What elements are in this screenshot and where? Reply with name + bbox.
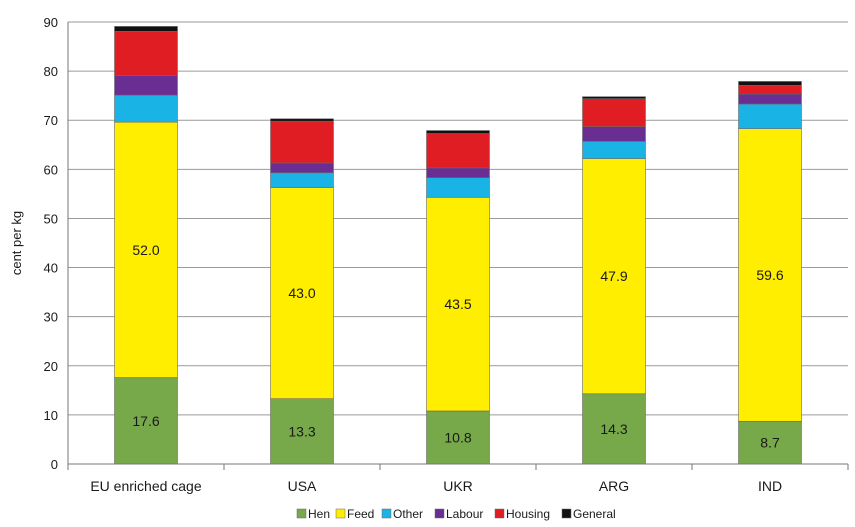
bar-segment-housing [114,31,178,76]
y-tick-label: 0 [51,457,58,472]
bar-segment-housing [426,133,490,169]
legend-swatch-housing [494,508,505,519]
legend-swatch-hen [296,508,307,519]
data-label: 52.0 [132,242,159,258]
data-label: 8.7 [760,435,780,451]
y-tick-label: 50 [44,211,58,226]
bar-segment-feed [270,187,334,399]
legend-label: Labour [446,507,483,521]
legend-swatch-labour [434,508,445,519]
x-category-label: EU enriched cage [90,478,202,494]
bar-stacks [114,26,802,465]
bar-segment-other [582,141,646,159]
bar-segment-labour [738,93,802,105]
data-labels: 17.6 52.0 13.3 43.0 10.8 43.5 14.3 47.9 8.7 59.6 [132,242,783,451]
y-tick-label: 20 [44,359,58,374]
bar-segment-general [738,81,802,86]
legend-label: Housing [506,507,550,521]
legend-label: Feed [347,507,374,521]
data-label: 43.5 [444,296,471,312]
legend: Hen Feed Other Labour Housing General [296,507,616,521]
data-label: 13.3 [288,423,315,439]
y-tick-label: 90 [44,15,58,30]
data-label: 14.3 [600,421,627,437]
bar-segment-labour [426,167,490,178]
legend-label: General [573,507,616,521]
y-tick-label: 80 [44,64,58,79]
legend-swatch-other [381,508,392,519]
bar-segment-feed [114,121,178,378]
y-tick-label: 10 [44,408,58,423]
legend-swatch-general [561,508,572,519]
data-label: 10.8 [444,429,471,445]
bar-segment-feed [582,158,646,395]
bar-segment-hen [114,377,178,465]
data-label: 47.9 [600,268,627,284]
bar-segment-other [270,172,334,188]
axes [67,22,849,470]
bar-segment-general [270,118,334,122]
bar-segment-labour [114,75,178,96]
bar-segment-feed [426,197,490,412]
bar-segment-general [426,130,490,134]
bar-segment-hen [738,420,802,465]
y-axis-label: cent per kg [9,211,24,275]
bar-segment-housing [582,98,646,127]
x-category-label: IND [758,478,782,494]
y-tick-label: 30 [44,310,58,325]
x-category-label: USA [288,478,317,494]
bar-segment-housing [738,85,802,95]
data-label: 17.6 [132,413,159,429]
x-category-label: ARG [599,478,629,494]
bar-segment-other [738,103,802,129]
y-tick-label: 60 [44,162,58,177]
x-category-label: UKR [443,478,473,494]
bar-segment-housing [270,120,334,164]
y-tick-label: 70 [44,113,58,128]
bar-segment-labour [582,126,646,142]
bar-segment-general [114,26,178,32]
bar-segment-other [114,94,178,123]
bar-segment-feed [738,128,802,422]
legend-label: Other [393,507,423,521]
bar-segment-general [582,96,646,99]
x-category-labels: EU enriched cage USA UKR ARG IND [90,478,782,494]
data-label: 43.0 [288,285,315,301]
bar-segment-labour [270,162,334,174]
legend-label: Hen [308,507,330,521]
y-tick-label: 40 [44,261,58,276]
bar-segment-other [426,177,490,198]
legend-swatch-feed [335,508,346,519]
y-tick-labels: 0 10 20 30 40 50 60 70 80 90 [44,15,58,472]
data-label: 59.6 [756,267,783,283]
